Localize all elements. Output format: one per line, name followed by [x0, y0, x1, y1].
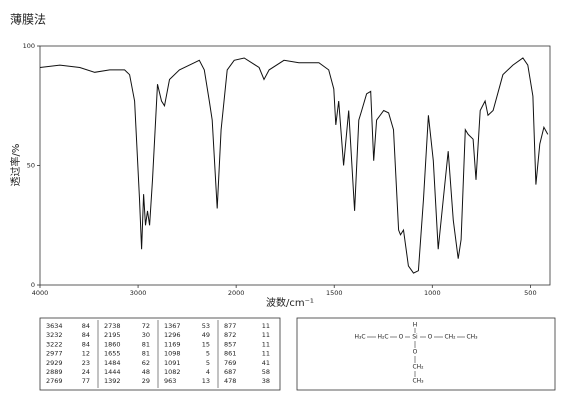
atom: H₂C: [377, 334, 388, 341]
x-tick-label: 2000: [228, 289, 245, 297]
table-cell: 72: [142, 322, 150, 330]
atom: O: [428, 334, 433, 341]
table-cell: 84: [82, 322, 90, 330]
spectrum-line: [39, 57, 549, 274]
table-cell: 2889: [46, 368, 63, 376]
table-cell: 857: [224, 340, 236, 348]
table-cell: 5: [206, 359, 210, 367]
table-cell: 877: [224, 322, 236, 330]
atom: H₃C: [354, 334, 365, 341]
table-cell: 49: [202, 331, 210, 339]
table-cell: 3634: [46, 322, 63, 330]
table-cell: 38: [262, 377, 270, 385]
table-cell: 12: [82, 350, 90, 358]
x-axis-label: 波数/cm⁻¹: [266, 296, 314, 309]
table-cell: 29: [142, 377, 150, 385]
y-axis-label: 透过率/%: [9, 144, 22, 187]
chart-title: 薄膜法: [10, 12, 46, 27]
table-cell: 3222: [46, 340, 63, 348]
table-cell: 861: [224, 350, 236, 358]
table-cell: 30: [142, 331, 150, 339]
table-cell: 1296: [164, 331, 181, 339]
atom: O: [413, 349, 418, 356]
table-cell: 81: [142, 340, 150, 348]
table-cell: 1655: [104, 350, 121, 358]
structure: H₃C H₂C O Si O CH₂ CH₃ H O CH₂ CH₃: [296, 317, 556, 391]
table-cell: 24: [82, 368, 90, 376]
table-cell: 58: [262, 368, 270, 376]
table-cell: 15: [202, 340, 210, 348]
table-cell: 11: [262, 331, 270, 339]
table-cell: 1484: [104, 359, 121, 367]
table-cell: 81: [142, 350, 150, 358]
x-tick-label: 1000: [424, 289, 441, 297]
atom: O: [399, 334, 404, 341]
table-cell: 62: [142, 359, 150, 367]
table-cell: 1082: [164, 368, 181, 376]
y-tick-label: 0: [31, 281, 35, 289]
table-cell: 872: [224, 331, 236, 339]
x-tick-label: 4000: [32, 289, 49, 297]
atom: CH₃: [412, 378, 424, 385]
table-cell: 48: [142, 368, 150, 376]
table-cell: 769: [224, 359, 236, 367]
table-cell: 53: [202, 322, 210, 330]
table-cell: 1091: [164, 359, 181, 367]
table-cell: 13: [202, 377, 210, 385]
table-cell: 3232: [46, 331, 63, 339]
table-cell: 11: [262, 322, 270, 330]
table-cell: 84: [82, 331, 90, 339]
table-cell: 478: [224, 377, 236, 385]
atom: Si: [412, 334, 418, 341]
atom: CH₂: [412, 364, 424, 371]
x-tick-label: 1500: [326, 289, 343, 297]
table-cell: 5: [206, 350, 210, 358]
table-cell: 2195: [104, 331, 121, 339]
table-cell: 41: [262, 359, 270, 367]
table-cell: 84: [82, 340, 90, 348]
table-cell: 11: [262, 340, 270, 348]
y-tick-label: 100: [23, 42, 35, 50]
table-cell: 1860: [104, 340, 121, 348]
atom: CH₂: [444, 334, 456, 341]
atom: H: [413, 322, 418, 329]
y-tick-label: 50: [27, 162, 35, 170]
table-cell: 77: [82, 377, 90, 385]
table-cell: 1098: [164, 350, 181, 358]
table-cell: 4: [206, 368, 210, 376]
table-cell: 1169: [164, 340, 181, 348]
table-cell: 963: [164, 377, 176, 385]
table-cell: 1392: [104, 377, 121, 385]
x-tick-label: 3000: [130, 289, 147, 297]
table-cell: 2977: [46, 350, 63, 358]
table-cell: 23: [82, 359, 90, 367]
x-tick-label: 500: [524, 289, 536, 297]
table-cell: 2929: [46, 359, 63, 367]
table-cell: 1444: [104, 368, 121, 376]
table-cell: 2738: [104, 322, 121, 330]
atom: CH₃: [466, 334, 478, 341]
table-cell: 1367: [164, 322, 181, 330]
table-cell: 687: [224, 368, 236, 376]
table-frame: [39, 317, 281, 391]
plot-frame: [39, 45, 551, 286]
table-cell: 2769: [46, 377, 63, 385]
structure-frame: [296, 317, 556, 391]
table-cell: 11: [262, 350, 270, 358]
